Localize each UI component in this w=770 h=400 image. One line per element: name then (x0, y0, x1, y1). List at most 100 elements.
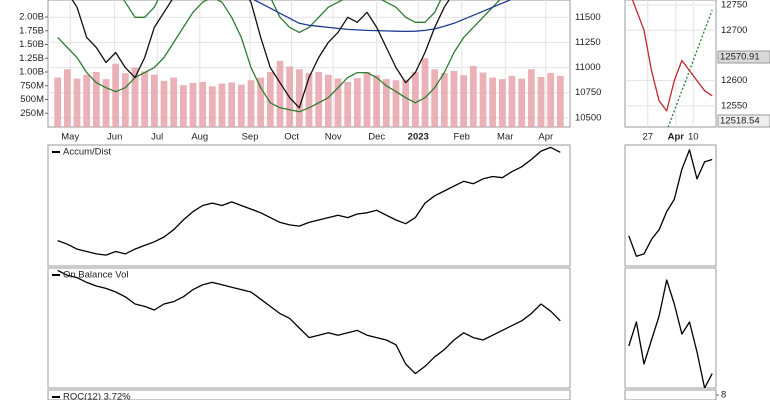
volume-bar (450, 70, 458, 127)
y-tick-label: 10750 (575, 87, 601, 98)
volume-bar (489, 77, 497, 127)
value-label: 12518.54 (720, 116, 760, 127)
panel-title: ROC(12) 3.72% (63, 392, 131, 400)
volume-bar (392, 80, 400, 127)
x-tick-label: 2023 (408, 132, 429, 143)
volume-bar (547, 73, 555, 127)
value-box (717, 114, 770, 128)
price-line (253, 0, 512, 33)
panel (47, 144, 571, 267)
price-line (71, 0, 450, 109)
volume-bar (257, 77, 265, 127)
y-tick-label: 12550 (721, 100, 747, 111)
y-tick-label: 11000 (575, 62, 601, 73)
volume-bar (537, 76, 545, 127)
volume-bar (344, 81, 352, 127)
volume-bar (479, 72, 487, 127)
x-tick-label: Oct (284, 132, 299, 143)
y2-tick-label: 750M (20, 80, 44, 91)
volume-bar (411, 71, 419, 127)
volume-bar (508, 75, 516, 127)
volume-bar (131, 67, 139, 127)
price-line (123, 0, 442, 34)
volume-bar (141, 71, 149, 127)
y2-tick-label: 2.00B (19, 12, 44, 23)
value-box (717, 50, 770, 64)
volume-bar (334, 78, 342, 127)
volume-bar (315, 71, 323, 127)
panel-title: Accum/Dist (63, 147, 111, 158)
indicator-line (628, 279, 713, 388)
volume-bar (440, 73, 448, 127)
x-tick-label: Mar (497, 132, 513, 143)
volume-bar (305, 73, 313, 127)
volume-bar (63, 69, 71, 127)
y-tick-label: 12600 (721, 75, 747, 86)
indicator-line (628, 149, 713, 257)
y2-tick-label: 500M (20, 94, 44, 105)
plot (628, 149, 713, 257)
x-tick-label: Apr (668, 132, 685, 143)
volume-bar (218, 83, 226, 127)
volume-bar (431, 69, 439, 127)
y-tick-label: 8 (721, 390, 726, 400)
volume-bar (237, 84, 245, 127)
volume-bar (121, 73, 129, 127)
y2-tick-label: 1.25B (19, 53, 44, 64)
y-tick-label: 12700 (721, 25, 747, 36)
volume-bar (373, 75, 381, 127)
x-tick-label: Jul (151, 132, 163, 143)
y2-tick-label: 1.75B (19, 25, 44, 36)
volume-bar (469, 65, 477, 127)
y2-tick-label: 1.50B (19, 39, 44, 50)
x-tick-label: Sep (242, 132, 259, 143)
volume-bar (518, 78, 526, 127)
plot (57, 146, 561, 256)
y-tick-label: 12750 (721, 0, 747, 11)
volume-bar (228, 82, 236, 127)
y2-tick-label: 1.00B (19, 67, 44, 78)
volume-bar (189, 82, 197, 127)
volume-bar (402, 79, 410, 127)
plot (625, 0, 716, 127)
x-tick-label: 10 (688, 132, 699, 143)
volume-bar (112, 63, 120, 127)
panel-title: On Balance Vol (63, 270, 129, 281)
volume-bar (324, 74, 332, 127)
volume-bar (421, 58, 429, 127)
indicator-line (57, 269, 561, 375)
x-tick-label: Apr (538, 132, 553, 143)
volume-bar (353, 78, 361, 127)
panel (624, 389, 717, 400)
price-line (57, 0, 501, 113)
volume-bar (92, 71, 100, 127)
x-tick-label: 27 (642, 132, 653, 143)
volume-bar (247, 80, 255, 127)
y-tick-label: 11500 (575, 12, 601, 23)
price-line (631, 0, 713, 112)
volume-bar (150, 74, 158, 127)
volume-bar (295, 69, 303, 127)
panel (47, 389, 571, 400)
plot (57, 269, 561, 375)
indicator-line (57, 146, 561, 256)
volume-bar (160, 80, 168, 127)
x-tick-label: Feb (454, 132, 470, 143)
volume-bar (460, 75, 468, 127)
volume-bar (382, 79, 390, 127)
volume-bar (83, 74, 91, 127)
x-tick-label: Dec (368, 132, 385, 143)
x-tick-label: Nov (325, 132, 342, 143)
value-label: 12570.91 (720, 52, 760, 63)
plot (48, 0, 570, 127)
x-tick-label: Jun (107, 132, 122, 143)
volume-bar (527, 69, 535, 127)
volume-bar (73, 78, 81, 127)
x-tick-label: May (61, 132, 79, 143)
panel (47, 267, 571, 389)
volume-bar (266, 71, 274, 127)
volume-bar (179, 85, 187, 127)
y2-tick-label: 250M (20, 108, 44, 119)
